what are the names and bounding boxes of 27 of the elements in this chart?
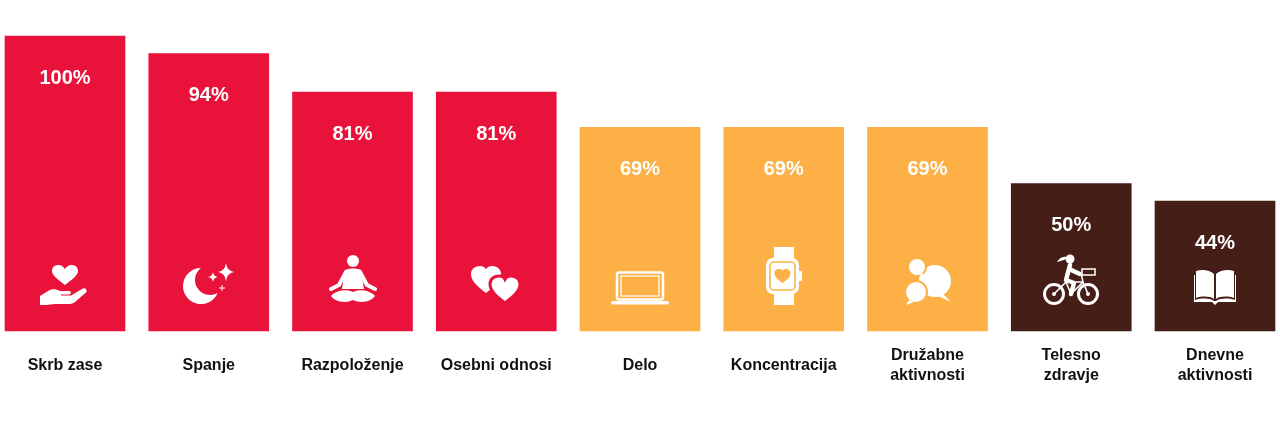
data-label: 69% — [763, 156, 804, 179]
bar — [579, 127, 701, 332]
x-tick-label: Dnevne aktivnosti — [1177, 346, 1253, 384]
bar — [148, 53, 270, 332]
data-label: 81% — [332, 121, 373, 144]
bar — [292, 91, 413, 332]
bar — [1154, 200, 1276, 332]
bar — [867, 127, 988, 332]
bar — [4, 35, 126, 332]
data-label: 44% — [1194, 230, 1236, 253]
x-tick-label: Telesno zdravje — [1041, 346, 1102, 384]
bar — [1010, 183, 1132, 332]
bar — [723, 127, 845, 332]
data-label: 100% — [39, 65, 91, 88]
data-label: 69% — [907, 156, 948, 179]
x-tick-label: Osebni odnosi — [440, 356, 552, 374]
data-label: 94% — [188, 83, 229, 106]
x-tick-label: Skrb zase — [27, 356, 103, 374]
x-tick-label: Delo — [622, 356, 658, 374]
data-label: 81% — [476, 121, 517, 144]
x-tick-label: Družabne aktivnosti — [890, 346, 965, 384]
x-tick-label: Spanje — [182, 356, 236, 374]
x-tick-label: Koncentracija — [730, 356, 837, 374]
data-label: 69% — [619, 156, 661, 179]
x-tick-label: Razpoloženje — [301, 356, 404, 374]
bar — [435, 91, 557, 332]
data-label: 50% — [1051, 213, 1092, 236]
